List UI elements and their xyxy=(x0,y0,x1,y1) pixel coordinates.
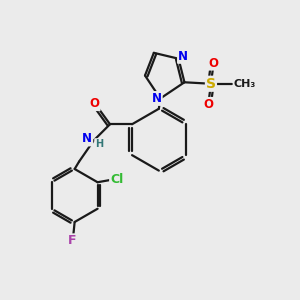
Text: O: O xyxy=(90,97,100,110)
Text: O: O xyxy=(204,98,214,111)
Text: Cl: Cl xyxy=(110,173,123,186)
Text: F: F xyxy=(68,234,77,247)
Text: N: N xyxy=(152,92,162,105)
Text: S: S xyxy=(206,77,216,91)
Text: O: O xyxy=(208,57,218,70)
Text: H: H xyxy=(95,139,103,149)
Text: CH₃: CH₃ xyxy=(234,79,256,89)
Text: N: N xyxy=(178,50,188,63)
Text: N: N xyxy=(82,133,92,146)
